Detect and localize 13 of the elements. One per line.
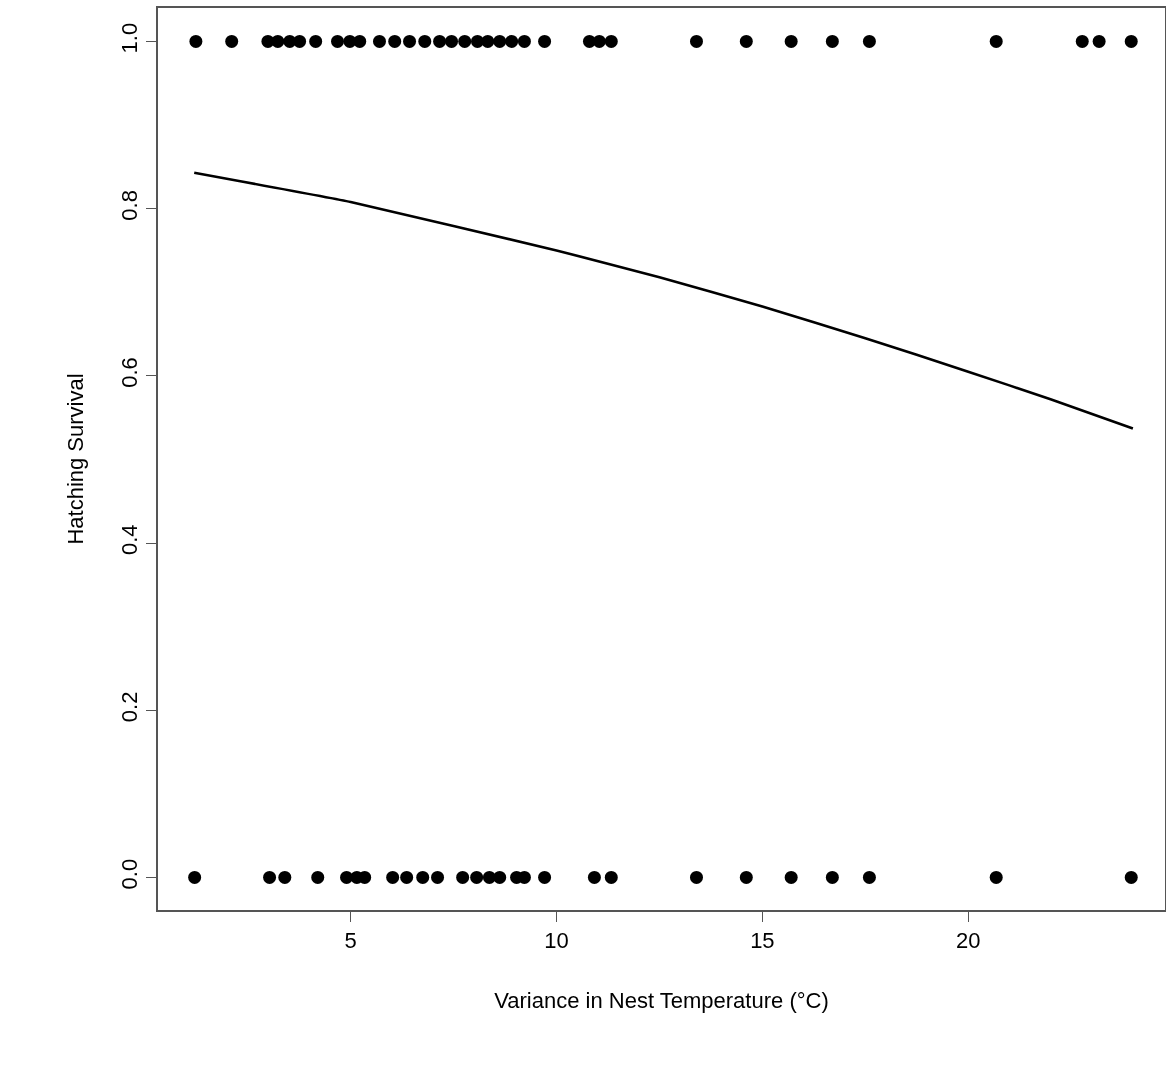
y-tick-label: 0.2 <box>117 691 143 723</box>
x-tick-label: 15 <box>750 928 775 954</box>
y-axis-title: Hatching Survival <box>62 373 88 545</box>
x-tick-label: 20 <box>955 928 981 954</box>
y-tick-label: 0.6 <box>117 357 143 388</box>
y-tick-label: 1.0 <box>117 22 143 54</box>
y-tick-label: 0.0 <box>117 858 143 890</box>
line-series <box>192 171 1135 430</box>
y-tick-label: 0.8 <box>117 190 143 221</box>
x-axis-title: Variance in Nest Temperature (°C) <box>494 987 829 1013</box>
y-tick-label: 0.4 <box>117 524 143 556</box>
x-tick-label: 5 <box>344 928 357 954</box>
x-tick-label: 10 <box>544 928 569 954</box>
